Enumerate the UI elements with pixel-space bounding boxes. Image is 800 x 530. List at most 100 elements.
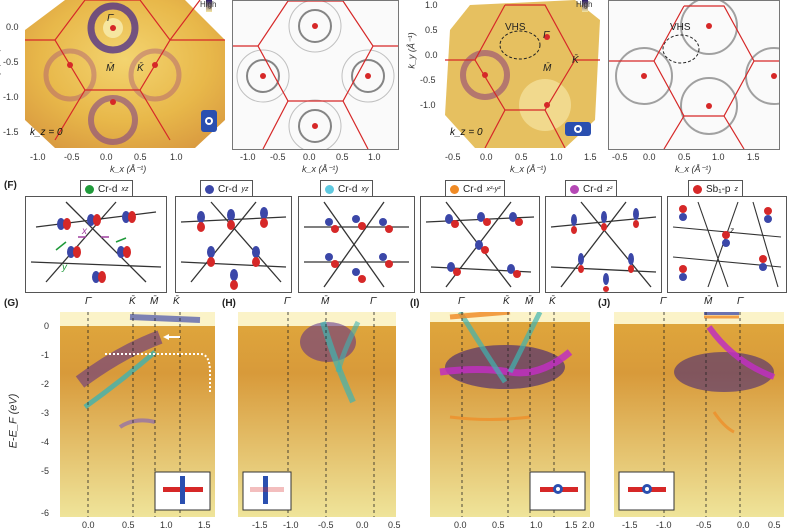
g-sym-k: K̄ bbox=[129, 296, 136, 307]
dz2-sub: z² bbox=[606, 186, 613, 193]
orbital-axis-z: z bbox=[730, 226, 734, 235]
xtick-mid-4: 1.0 bbox=[368, 152, 381, 162]
gamma-label-right: Γ̄ bbox=[543, 30, 549, 41]
j-xtick-0: -1.5 bbox=[622, 520, 638, 530]
i-sym-m: M̄ bbox=[525, 296, 534, 307]
dxy-label: Cr-d bbox=[338, 184, 358, 195]
band-ytick-3: -3 bbox=[41, 408, 50, 418]
j-xtick-4: 0.5 bbox=[768, 520, 781, 530]
panel-label-h: (H) bbox=[222, 298, 236, 309]
g-xtick-1: 0.5 bbox=[122, 520, 135, 530]
band-ytick-1: -1 bbox=[41, 350, 50, 360]
dyz-sub: yz bbox=[241, 186, 249, 193]
xtick-mid-2: 0.0 bbox=[303, 152, 316, 162]
ytick-right-3: -0.5 bbox=[420, 75, 436, 85]
j-xtick-1: -1.0 bbox=[656, 520, 672, 530]
sbpz-sub: z bbox=[734, 186, 739, 193]
j-sym-gamma2: Γ̄ bbox=[737, 296, 743, 307]
dxz-color-dot bbox=[85, 185, 94, 194]
orbital-diagram-sbpz bbox=[667, 196, 787, 293]
ky-axis-label-right: k_y (Å⁻¹) bbox=[406, 32, 417, 69]
xtick-right-0: -0.5 bbox=[445, 152, 461, 162]
orbital-title-dxy: Cr-d xy bbox=[320, 180, 374, 199]
orbital-diagram-dxz bbox=[25, 196, 167, 293]
xtick-far-2: 0.5 bbox=[678, 152, 691, 162]
vhs-label-calc: VHS bbox=[670, 22, 691, 33]
i-xtick-2: 1.0 bbox=[530, 520, 543, 530]
calc-fermi-surface-right bbox=[608, 0, 780, 150]
fermi-surface-map-left bbox=[25, 0, 225, 148]
g-xtick-0: 0.0 bbox=[82, 520, 95, 530]
vhs-label-right: VHS bbox=[505, 22, 526, 33]
dz2-color-dot bbox=[570, 185, 579, 194]
i-sym-gamma: Γ̄ bbox=[458, 296, 464, 307]
sbpz-color-dot bbox=[693, 185, 702, 194]
dx2y2-label: Cr-d bbox=[463, 184, 483, 195]
colorbar-right bbox=[582, 0, 588, 12]
xtick-mid-0: -1.0 bbox=[240, 152, 256, 162]
colorbar-left bbox=[206, 0, 212, 12]
dxz-label: Cr-d bbox=[98, 184, 118, 195]
g-sym-k2: K̄ bbox=[173, 296, 180, 307]
dxy-color-dot bbox=[325, 185, 334, 194]
ytick-left-0: 0.0 bbox=[6, 22, 19, 32]
i-sym-k: K̄ bbox=[503, 296, 510, 307]
band-ytick-0: 0 bbox=[44, 321, 50, 331]
k-label-left: K̄ bbox=[137, 63, 144, 74]
xtick-far-4: 1.5 bbox=[747, 152, 760, 162]
ytick-right-4: -1.0 bbox=[420, 100, 436, 110]
ytick-right-2: 0.0 bbox=[425, 50, 438, 60]
colorbar-high-label-right: High bbox=[576, 0, 593, 9]
i-xtick-0: 0.0 bbox=[454, 520, 467, 530]
kx-axis-label-right: k_x (Å⁻¹) bbox=[510, 164, 547, 174]
xtick-mid-1: -0.5 bbox=[270, 152, 286, 162]
h-sym-gamma: Γ̄ bbox=[284, 296, 290, 307]
dx2y2-color-dot bbox=[450, 185, 459, 194]
xtick-far-3: 1.0 bbox=[712, 152, 725, 162]
i-sym-k2: K̄ bbox=[549, 296, 556, 307]
xtick-left-4: 1.0 bbox=[170, 152, 183, 162]
h-sym-m: M̄ bbox=[321, 296, 330, 307]
orbital-axis-x: x bbox=[82, 226, 87, 237]
xtick-right-3: 1.0 bbox=[550, 152, 563, 162]
band-panel-j bbox=[614, 312, 784, 517]
h-sym-gamma2: Γ̄ bbox=[370, 296, 376, 307]
m-label-left: M̄ bbox=[106, 63, 115, 74]
ytick-left-3: -1.5 bbox=[3, 127, 19, 137]
orbital-diagram-dxy bbox=[298, 196, 415, 293]
xtick-left-2: 0.0 bbox=[100, 152, 113, 162]
panel-label-f: (F) bbox=[4, 180, 17, 191]
j-xtick-2: -0.5 bbox=[696, 520, 712, 530]
panel-label-j: (J) bbox=[598, 298, 611, 309]
band-ytick-2: -2 bbox=[41, 379, 50, 389]
xtick-left-0: -1.0 bbox=[30, 152, 46, 162]
fermi-surface-map-right bbox=[445, 0, 600, 148]
dxy-sub: xy bbox=[361, 186, 369, 193]
dyz-label: Cr-d bbox=[218, 184, 238, 195]
kz-label-right: k_z = 0 bbox=[450, 127, 483, 138]
xtick-right-1: 0.0 bbox=[480, 152, 493, 162]
j-xtick-3: 0.0 bbox=[737, 520, 750, 530]
orbital-diagram-dyz bbox=[175, 196, 292, 293]
band-panel-i bbox=[430, 312, 590, 517]
ytick-right-1: 0.5 bbox=[425, 25, 438, 35]
band-panel-h bbox=[238, 312, 396, 517]
m-label-right: M̄ bbox=[543, 63, 552, 74]
kz-label-left: k_z = 0 bbox=[30, 127, 63, 138]
dyz-color-dot bbox=[205, 185, 214, 194]
ky-axis-label-left: k_y (Å⁻¹) bbox=[0, 47, 2, 83]
orbital-diagram-dz2 bbox=[545, 196, 662, 293]
h-xtick-1: -1.0 bbox=[283, 520, 299, 530]
dz2-label: Cr-d bbox=[583, 184, 603, 195]
kx-axis-label-far: k_x (Å⁻¹) bbox=[675, 164, 712, 174]
band-ytick-4: -4 bbox=[41, 437, 50, 447]
panel-label-g: (G) bbox=[4, 298, 19, 309]
xtick-mid-3: 0.5 bbox=[336, 152, 349, 162]
kx-axis-label-mid: k_x (Å⁻¹) bbox=[302, 164, 339, 174]
orbital-axis-y: y bbox=[62, 262, 67, 273]
j-sym-m: M̄ bbox=[704, 296, 713, 307]
j-sym-gamma: Γ̄ bbox=[660, 296, 666, 307]
xtick-right-4: 1.5 bbox=[584, 152, 597, 162]
ytick-right-0: 1.0 bbox=[425, 0, 438, 10]
xtick-far-0: -0.5 bbox=[612, 152, 628, 162]
